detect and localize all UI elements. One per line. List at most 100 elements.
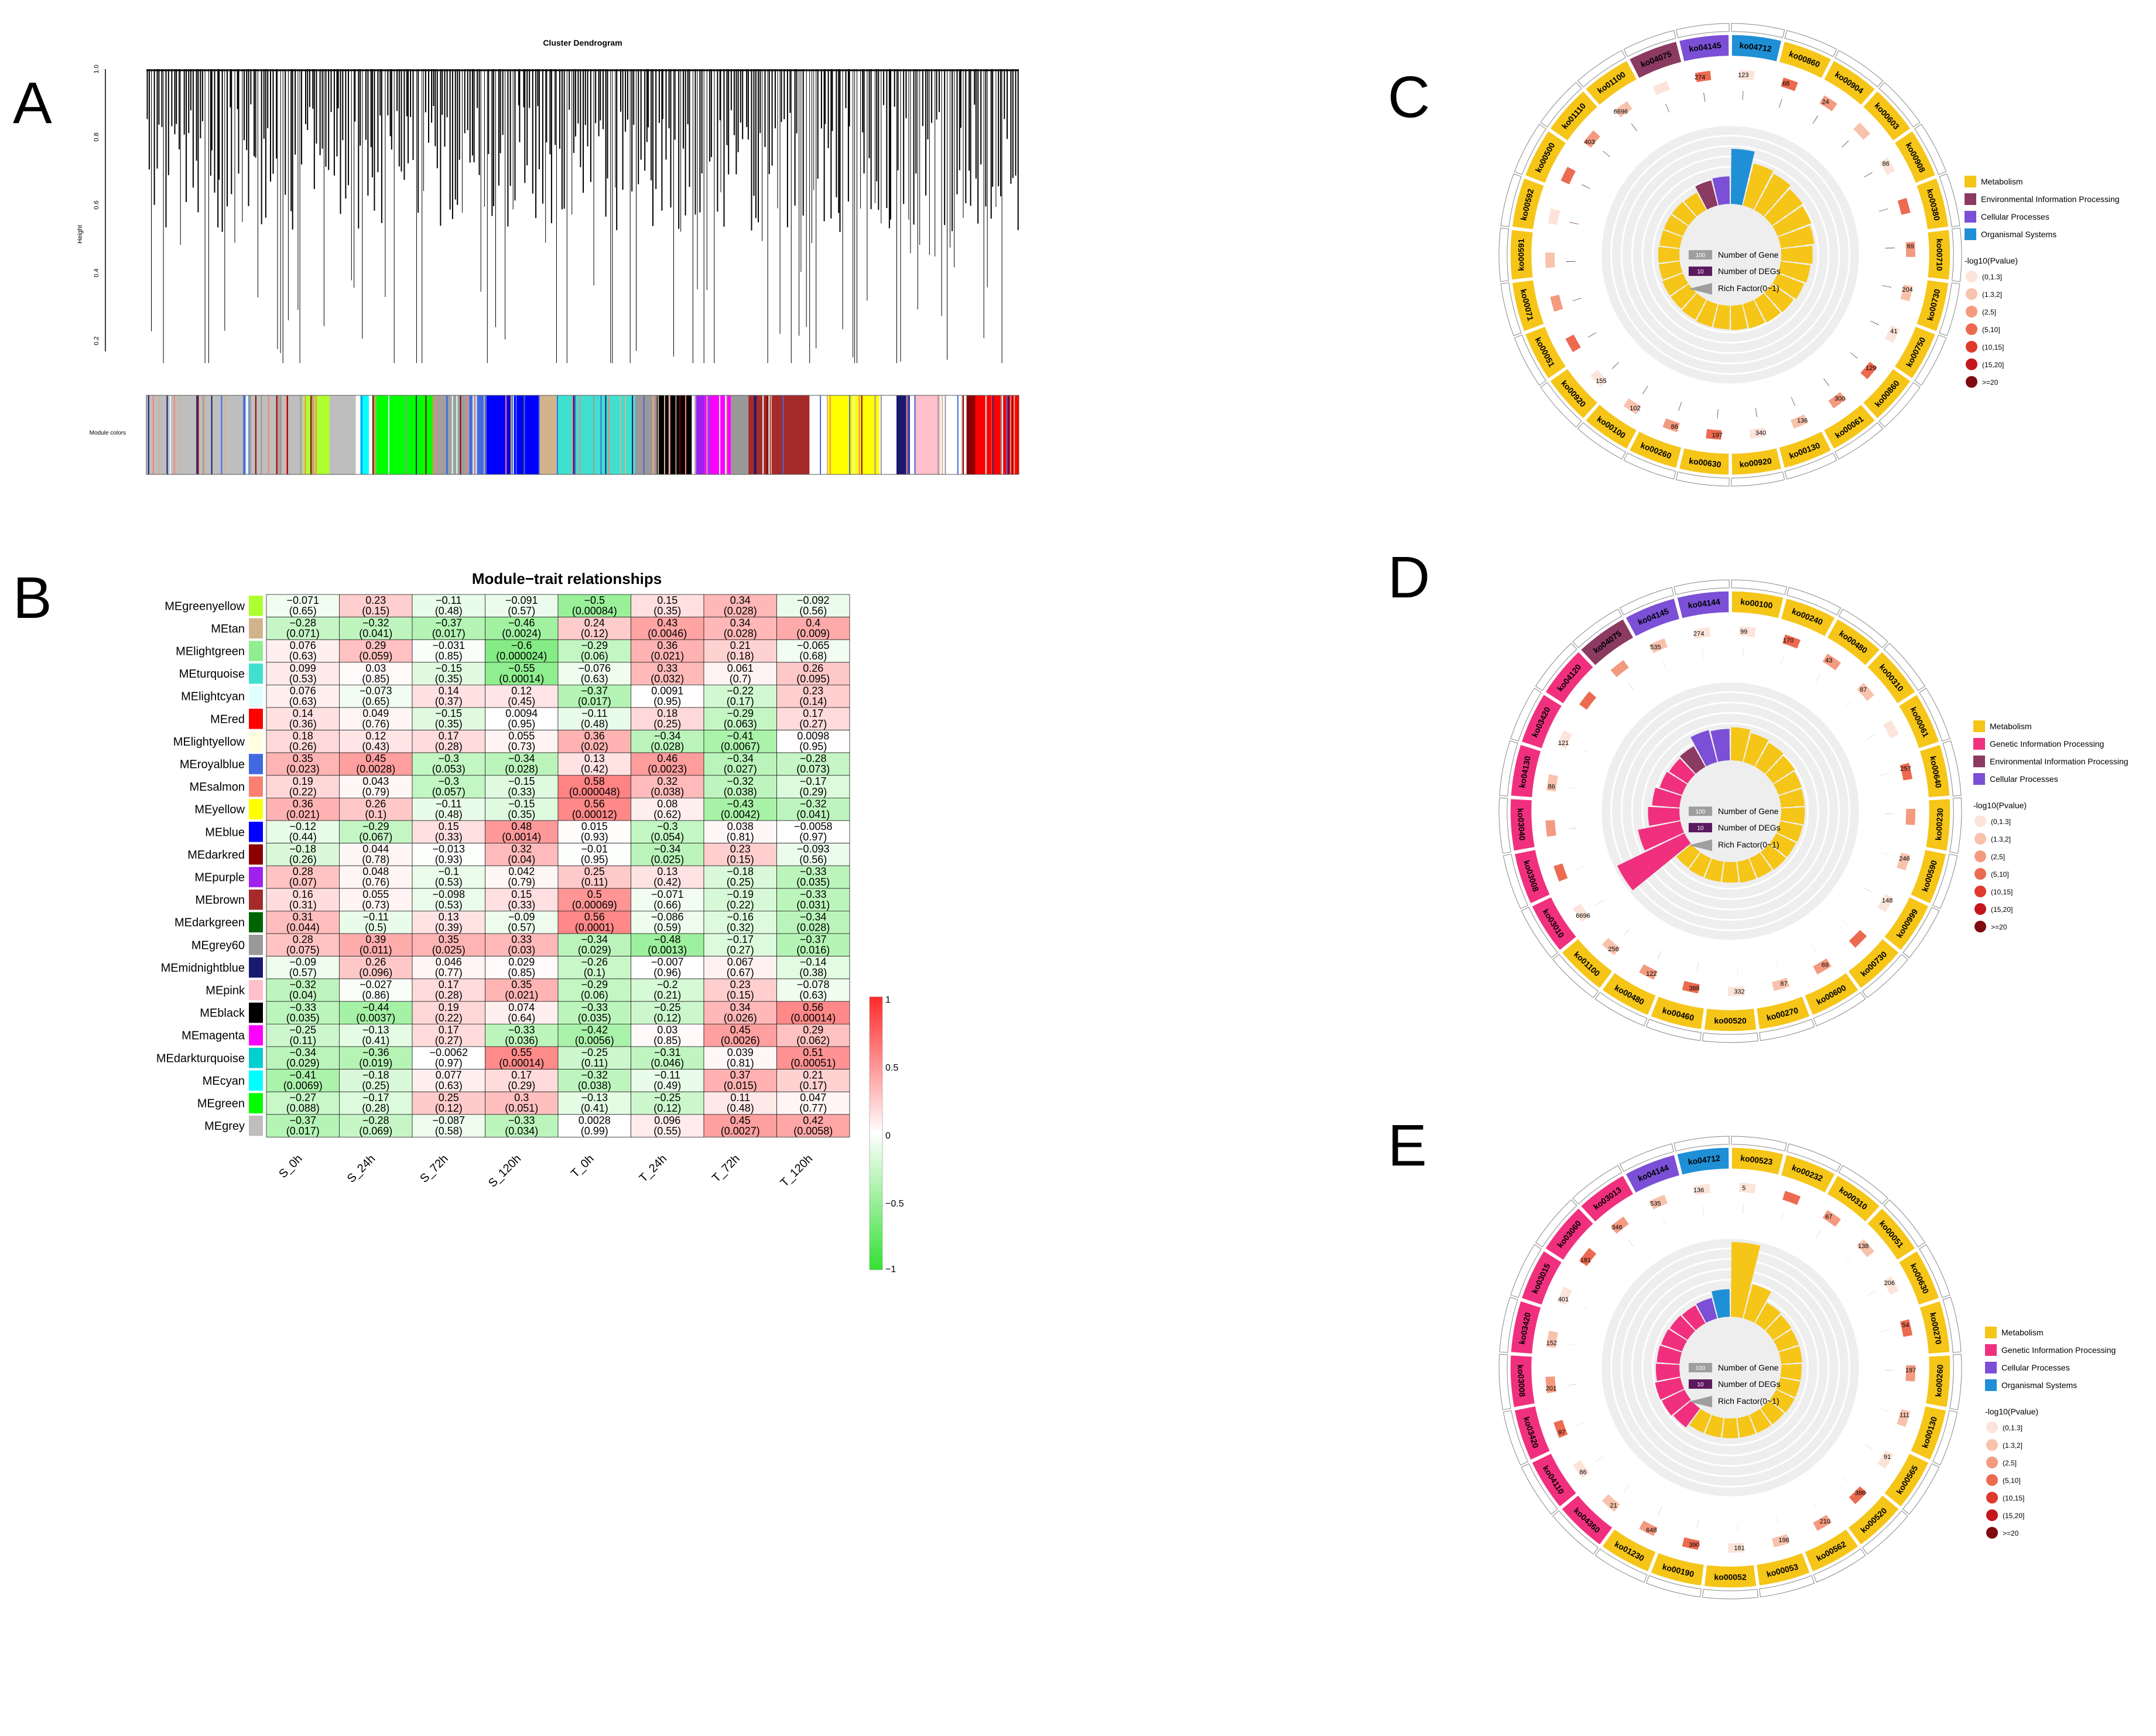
module-color-segment	[653, 395, 655, 474]
gene-count-bar	[1822, 654, 1841, 671]
heatmap-cell	[266, 1024, 340, 1047]
deg-count-bar	[1880, 852, 1889, 855]
pvalue-legend-label: (1.3,2]	[2003, 1441, 2022, 1450]
gene-count-bar	[1546, 1330, 1558, 1348]
heatmap-cell-pvalue: (0.028)	[505, 763, 538, 775]
heatmap-cell-pvalue: (0.36)	[289, 718, 317, 730]
module-color-segment	[1010, 395, 1012, 474]
term-label: ko00520	[1714, 1016, 1746, 1026]
module-color-segment	[261, 395, 262, 474]
deg-count-bar	[1880, 1409, 1889, 1412]
heatmap-cell	[557, 798, 631, 821]
heatmap-cell-pvalue: (0.97)	[435, 1057, 463, 1069]
heatmap-cell	[412, 617, 485, 640]
module-color-segment	[169, 395, 171, 474]
gene-count-bar	[1623, 398, 1641, 415]
heatmap-cell-pvalue: (0.95)	[508, 718, 535, 730]
scale-ring-segment	[1503, 853, 1528, 910]
heatmap-cell-value: 0.076	[290, 640, 316, 651]
heatmap-cell-value: 0.038	[727, 821, 754, 832]
heatmap-cell-pvalue: (0.76)	[362, 876, 389, 888]
module-name-label: MEsalmon	[190, 781, 245, 794]
heatmap-cell-value: −0.11	[436, 594, 461, 606]
heatmap-cell-pvalue: (0.04)	[508, 854, 535, 866]
module-color-segment	[197, 395, 199, 474]
deg-count-bar	[1775, 959, 1779, 969]
module-color-segment	[372, 395, 374, 474]
rich-factor-bar	[1773, 771, 1802, 795]
rich-factor-background	[1600, 681, 1860, 941]
heatmap-cell	[266, 888, 340, 911]
heatmap-cell-pvalue: (0.0037)	[356, 1012, 395, 1024]
heatmap-cell-value: −0.073	[360, 685, 392, 696]
rich-factor-bar	[1617, 833, 1691, 891]
heatmap-cell-pvalue: (0.28)	[435, 741, 463, 753]
scale-ring-segment	[1835, 50, 1884, 88]
heatmap-cell	[776, 775, 850, 798]
heatmap-cell-pvalue: (0.58)	[435, 1125, 463, 1137]
heatmap-cell	[485, 978, 559, 1002]
heatmap-cell-value: −0.27	[289, 1092, 316, 1103]
gene-count-bar	[1553, 863, 1568, 882]
heatmap-cell-value: −0.13	[362, 1024, 389, 1036]
heatmap-cell	[631, 798, 704, 821]
rich-factor-bar	[1655, 1378, 1684, 1400]
term-ring-segment	[1884, 1454, 1929, 1506]
heatmap-cell-value: −0.18	[727, 866, 754, 877]
heatmap-cell-value: 0.36	[293, 798, 313, 809]
module-color-segment	[249, 395, 251, 474]
pvalue-legend-title: -log10(Pvalue)	[1965, 256, 2018, 265]
heatmap-cell	[266, 730, 340, 753]
heatmap-cell-value: 0.58	[584, 775, 605, 787]
term-ring-segment	[1602, 1529, 1656, 1571]
term-ring-segment	[1731, 448, 1781, 475]
heatmap-cell	[485, 1046, 559, 1069]
module-color-segment	[196, 395, 198, 474]
gene-count-bar	[1883, 1276, 1899, 1295]
term-label: ko00630	[1688, 456, 1722, 470]
category-legend-swatch	[1965, 228, 1976, 240]
scale-ring-segment	[1702, 1588, 1759, 1600]
heatmap-cell-value: 0.061	[727, 662, 754, 674]
gene-count-bar	[1550, 295, 1563, 312]
module-color-segment	[849, 395, 851, 474]
heatmap-cell-value: −0.29	[362, 821, 389, 832]
rich-factor-gridline	[1600, 124, 1861, 385]
rich-factor-bar	[1743, 733, 1769, 767]
module-color-segment	[685, 395, 686, 474]
rich-factor-gridline	[1610, 135, 1850, 375]
gene-count-label: 6696	[1614, 108, 1628, 115]
heatmap-cell-value: 0.23	[365, 594, 386, 606]
heatmap-cell-value: 0.45	[730, 1024, 751, 1036]
heatmap-cell-value: −0.09	[508, 911, 535, 922]
module-color-segment	[643, 395, 645, 474]
term-ring-segment	[1545, 1208, 1593, 1260]
term-ring-segment	[1525, 131, 1566, 183]
heatmap-cell	[776, 888, 850, 911]
module-color-segment	[766, 395, 768, 474]
gene-count-bar	[1728, 986, 1744, 997]
heatmap-cell	[776, 1069, 850, 1092]
heatmap-cell-value: −0.25	[289, 1024, 316, 1036]
gene-count-bar	[1639, 1520, 1658, 1536]
scale-ring-segment	[1902, 1463, 1940, 1515]
pvalue-legend-swatch	[1974, 868, 1986, 880]
scale-ring-segment	[1731, 23, 1785, 39]
heatmap-cell-value: 0.51	[803, 1047, 823, 1058]
deg-count-bar	[1879, 209, 1888, 212]
heatmap-cell-value: −0.031	[432, 640, 465, 651]
scale-ring-segment	[1521, 1463, 1558, 1515]
deg-count-bar	[1678, 402, 1682, 411]
trait-label: S_24h	[345, 1152, 378, 1185]
heatmap-cell-value: −0.3	[438, 775, 459, 787]
deg-count-bar	[1567, 828, 1576, 829]
module-color-segment	[221, 395, 223, 474]
gene-count-label: 86	[1579, 1469, 1586, 1476]
scale-ring-segment	[1500, 282, 1522, 336]
heatmap-cell-value: −0.093	[797, 843, 830, 855]
panel-c-letter: C	[1388, 64, 1430, 130]
heatmap-cell-pvalue: (0.035)	[578, 1012, 611, 1024]
heatmap-cell-pvalue: (0.025)	[432, 944, 466, 956]
heatmap-cell	[412, 933, 485, 956]
term-ring-segment	[1630, 432, 1682, 468]
